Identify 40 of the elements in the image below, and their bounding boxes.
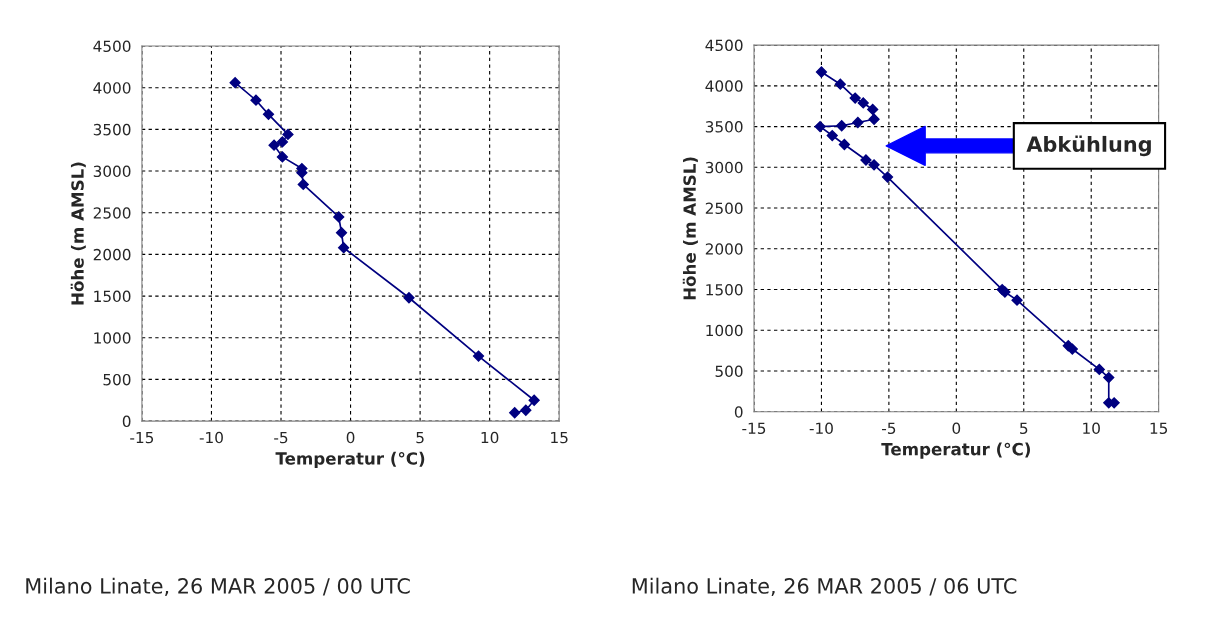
x-tick-label: 10: [481, 431, 499, 444]
x-tick-label: -5: [274, 431, 288, 444]
y-tick-label: 1000: [94, 332, 131, 344]
x-axis-title: Temperatur (°C): [881, 442, 1030, 459]
y-tick-label: 2500: [705, 202, 743, 215]
y-tick-label: 1500: [94, 290, 131, 303]
x-tick-label: 5: [416, 431, 424, 444]
text: Milano Linate, 26 MAR 2005 / 00 UTC: [26, 577, 410, 596]
y-tick-label: 3000: [93, 165, 131, 178]
x-tick-label: -15: [130, 431, 154, 444]
x-tick-label: 0: [346, 431, 355, 444]
x-tick-label: -10: [809, 422, 833, 435]
x-tick-label: -10: [199, 431, 223, 444]
y-tick-label: 3000: [705, 161, 743, 174]
y-axis-title: Höhe (m AMSL): [70, 162, 86, 305]
x-tick-label: 15: [551, 431, 568, 444]
text: Milano Linate, 26 MAR 2005 / 06 UTC: [632, 577, 1017, 596]
y-tick-label: 500: [715, 365, 743, 378]
y-tick-label: 4000: [705, 80, 743, 92]
y-tick-label: 4500: [705, 39, 743, 52]
y-tick-label: 500: [103, 373, 131, 386]
x-tick-label: 0: [952, 422, 961, 435]
y-tick-label: 2000: [705, 243, 743, 255]
y-tick-label: 3500: [705, 121, 743, 133]
x-tick-label: 10: [1083, 422, 1100, 435]
y-tick-label: 2000: [93, 248, 131, 261]
y-tick-label: 1500: [706, 284, 743, 296]
annotation: Abkühlung: [1026, 135, 1151, 157]
y-axis-title: Höhe (m AMSL): [682, 157, 698, 300]
y-tick-label: 2500: [93, 207, 131, 219]
x-axis-title: Temperatur (°C): [275, 451, 425, 468]
x-tick-label: -5: [882, 422, 896, 435]
y-tick-label: 0: [734, 406, 743, 418]
x-tick-label: -15: [742, 422, 766, 435]
y-tick-label: 1000: [706, 324, 743, 337]
x-tick-label: 15: [1150, 422, 1168, 435]
y-tick-label: 4500: [93, 40, 131, 53]
x-tick-label: 5: [1020, 422, 1028, 435]
y-tick-label: 4000: [93, 82, 131, 94]
y-tick-label: 3500: [93, 123, 131, 136]
